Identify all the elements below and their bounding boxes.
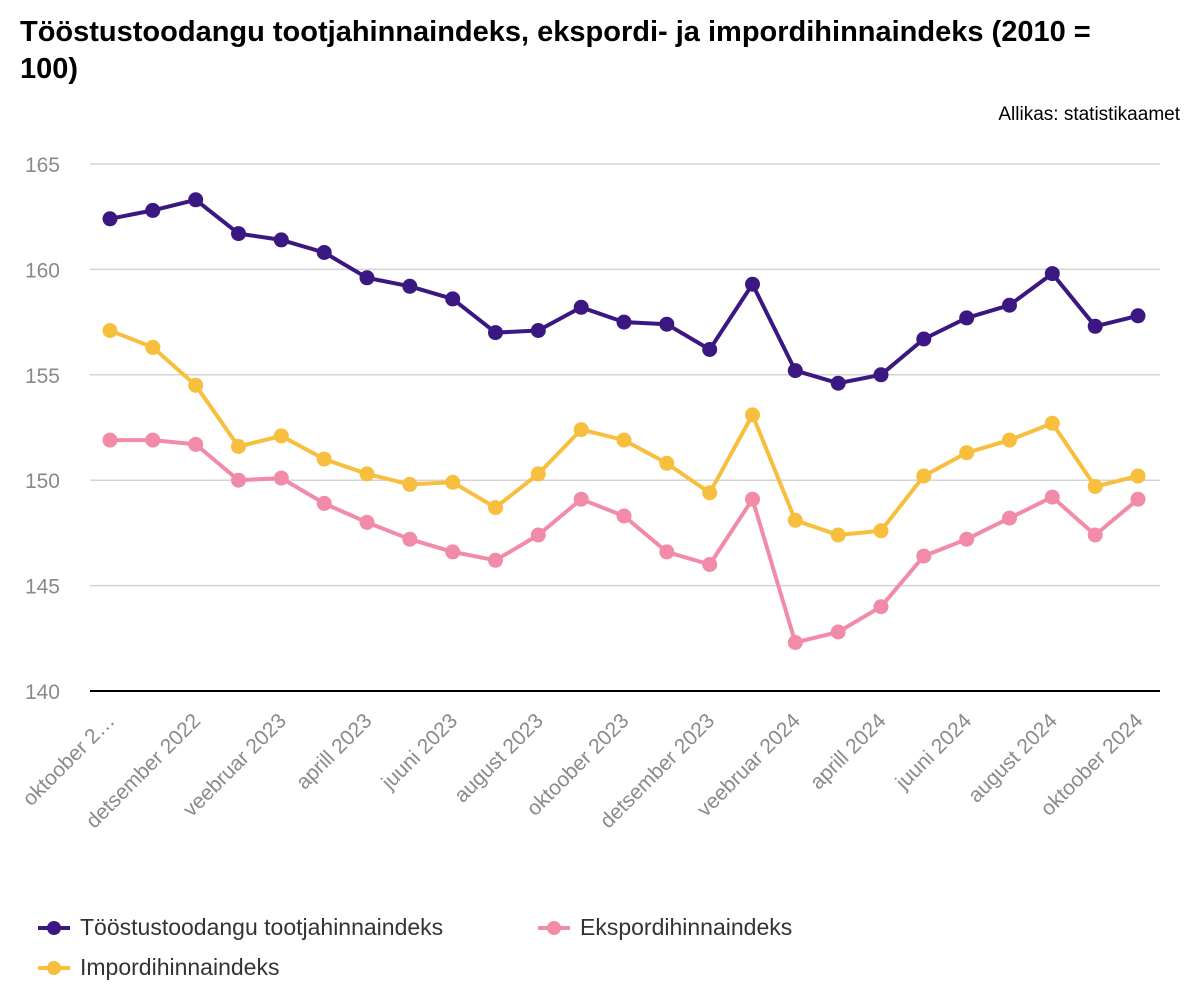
data-point[interactable] xyxy=(873,367,889,383)
data-point[interactable] xyxy=(745,407,760,423)
data-point[interactable] xyxy=(445,474,461,490)
data-point[interactable] xyxy=(573,422,589,438)
data-point[interactable] xyxy=(359,270,375,286)
data-point[interactable] xyxy=(145,339,161,355)
data-point[interactable] xyxy=(1130,308,1146,324)
data-point[interactable] xyxy=(402,476,418,492)
data-point[interactable] xyxy=(231,439,246,454)
data-point[interactable] xyxy=(659,455,675,471)
data-point[interactable] xyxy=(102,211,118,227)
data-point[interactable] xyxy=(659,544,675,560)
x-tick-label: juuni 2023 xyxy=(377,709,463,795)
data-point[interactable] xyxy=(359,466,375,482)
x-tick-label: aprill 2023 xyxy=(292,709,377,794)
data-point[interactable] xyxy=(273,428,289,444)
data-point[interactable] xyxy=(530,527,546,543)
data-point[interactable] xyxy=(316,451,332,467)
legend-marker-import-icon xyxy=(38,960,70,975)
data-point[interactable] xyxy=(273,470,289,486)
source-note: Allikas: statistikaamet xyxy=(998,104,1180,125)
x-tick-label: aprill 2024 xyxy=(806,709,891,794)
data-point[interactable] xyxy=(959,445,975,461)
data-point[interactable] xyxy=(1130,491,1146,507)
data-point[interactable] xyxy=(316,245,332,260)
data-point[interactable] xyxy=(659,316,675,332)
data-point[interactable] xyxy=(359,514,375,530)
data-point[interactable] xyxy=(745,276,760,292)
legend-label-import: Impordihinnaindeks xyxy=(80,954,280,980)
data-point[interactable] xyxy=(787,635,803,650)
data-point[interactable] xyxy=(573,491,589,507)
y-tick-label: 160 xyxy=(25,259,60,282)
y-tick-label: 150 xyxy=(25,470,60,493)
data-point[interactable] xyxy=(1002,432,1017,448)
data-point[interactable] xyxy=(616,432,632,448)
data-point[interactable] xyxy=(916,548,932,564)
data-point[interactable] xyxy=(959,531,975,547)
data-point[interactable] xyxy=(445,291,461,307)
data-point[interactable] xyxy=(873,523,889,539)
data-point[interactable] xyxy=(445,544,461,560)
data-point[interactable] xyxy=(873,599,889,615)
data-point[interactable] xyxy=(787,512,803,528)
data-point[interactable] xyxy=(102,432,118,448)
data-point[interactable] xyxy=(787,363,803,379)
data-point[interactable] xyxy=(1087,318,1103,334)
y-tick-label: 140 xyxy=(25,681,60,704)
data-point[interactable] xyxy=(145,202,161,218)
legend-item-producer-price[interactable]: Tööstustoodangu tootjahinnaindeks xyxy=(36,914,443,941)
legend-marker-export-icon xyxy=(538,920,570,935)
chart-title: Tööstustoodangu tootjahinnaindeks, ekspo… xyxy=(20,16,1091,85)
legend-label-export: Ekspordihinnaindeks xyxy=(580,914,793,940)
data-point[interactable] xyxy=(959,310,975,326)
data-point[interactable] xyxy=(1044,266,1060,282)
data-point[interactable] xyxy=(702,485,718,501)
data-point[interactable] xyxy=(402,278,418,294)
data-point[interactable] xyxy=(1002,510,1017,526)
data-point[interactable] xyxy=(830,624,846,640)
series-line-0 xyxy=(108,197,1140,386)
legend-item-import-price[interactable]: Impordihinnaindeks xyxy=(36,954,279,981)
data-point[interactable] xyxy=(916,468,932,484)
data-point[interactable] xyxy=(830,527,846,543)
data-point[interactable] xyxy=(1087,527,1103,543)
data-point[interactable] xyxy=(402,531,418,547)
data-point[interactable] xyxy=(188,436,204,452)
data-point[interactable] xyxy=(488,325,503,341)
data-point[interactable] xyxy=(702,557,718,572)
data-point[interactable] xyxy=(231,472,246,488)
data-point[interactable] xyxy=(702,342,718,357)
y-tick-label: 155 xyxy=(25,365,60,388)
data-point[interactable] xyxy=(1130,468,1146,484)
data-point[interactable] xyxy=(273,232,289,248)
data-point[interactable] xyxy=(1087,479,1103,494)
series-line-1 xyxy=(108,438,1140,645)
data-point[interactable] xyxy=(1044,489,1060,505)
data-point[interactable] xyxy=(102,323,118,338)
x-tick-label: juuni 2024 xyxy=(891,709,977,795)
data-point[interactable] xyxy=(488,500,503,516)
legend-marker-producer-icon xyxy=(38,920,70,935)
y-tick-label: 145 xyxy=(25,576,60,599)
data-point[interactable] xyxy=(616,508,632,524)
data-point[interactable] xyxy=(916,331,932,347)
legend-label-producer: Tööstustoodangu tootjahinnaindeks xyxy=(80,914,444,940)
data-point[interactable] xyxy=(1002,297,1017,313)
data-point[interactable] xyxy=(488,552,503,568)
data-point[interactable] xyxy=(316,495,332,511)
data-point[interactable] xyxy=(1044,415,1060,431)
data-point[interactable] xyxy=(573,299,589,315)
legend-item-export-price[interactable]: Ekspordihinnaindeks xyxy=(536,914,792,941)
data-point[interactable] xyxy=(145,432,161,448)
data-point[interactable] xyxy=(188,192,204,208)
data-point[interactable] xyxy=(231,226,246,242)
data-point[interactable] xyxy=(530,466,546,482)
data-point[interactable] xyxy=(616,314,632,330)
data-point[interactable] xyxy=(745,491,760,507)
data-point[interactable] xyxy=(530,323,546,338)
data-point[interactable] xyxy=(188,377,204,393)
y-tick-label: 165 xyxy=(25,154,60,177)
data-point[interactable] xyxy=(830,375,846,391)
